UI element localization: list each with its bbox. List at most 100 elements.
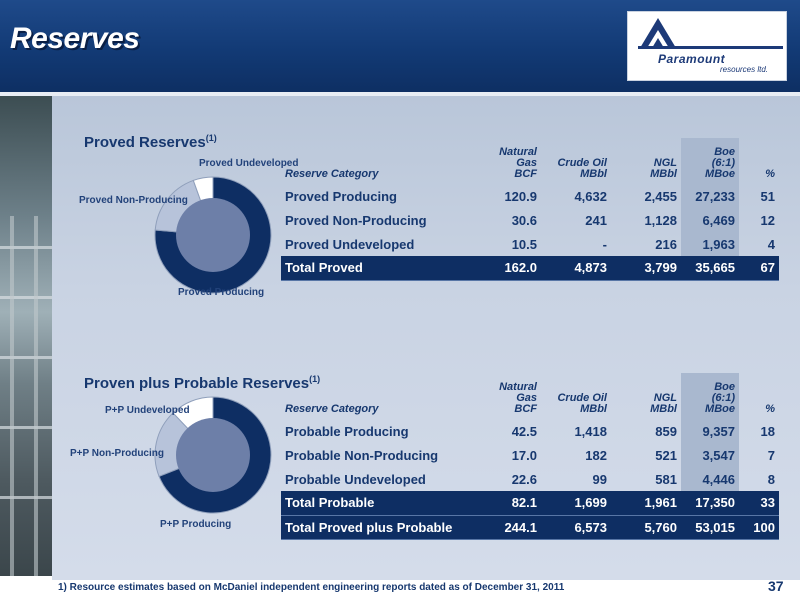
pp-section-title: Proven plus Probable Reserves(1) — [84, 374, 321, 392]
header-pct: % — [765, 168, 775, 180]
pie-label-proved-undeveloped: Proved Undeveloped — [199, 158, 299, 169]
header-category: Reserve Category — [285, 168, 379, 180]
proved-slice-proved-producing — [154, 176, 272, 294]
row-pct: 8 — [767, 471, 775, 487]
row-ngl: 2,455 — [644, 188, 677, 204]
row-gas: 120.9 — [504, 188, 537, 204]
table-row: Probable Undeveloped 22.6 99 581 4,446 8 — [281, 467, 779, 491]
pie-label-proved-producing: Proved Producing — [178, 287, 265, 298]
header-boe: Boe (6:1) MBoe — [681, 138, 739, 184]
row-oil: 1,418 — [574, 423, 607, 439]
table-row: Probable Non-Producing 17.0 182 521 3,54… — [281, 443, 779, 467]
row-pct: 4 — [767, 236, 775, 252]
row-pct: 7 — [767, 447, 775, 463]
row-oil: 182 — [585, 447, 607, 463]
facility-photo — [0, 96, 52, 576]
row-category: Probable Producing — [285, 423, 409, 439]
row-pct: 18 — [760, 423, 775, 439]
header-ngl: NGL MBbl — [650, 392, 677, 415]
total-oil: 6,573 — [541, 515, 611, 540]
table-row: Probable Producing 42.5 1,418 859 9,357 … — [281, 419, 779, 443]
row-pct: 51 — [760, 188, 775, 204]
total-pct: 100 — [739, 515, 779, 540]
header-gas: Natural Gas BCF — [499, 146, 537, 180]
row-gas: 10.5 — [511, 236, 537, 252]
row-category: Proved Producing — [285, 188, 397, 204]
paramount-mountain-icon — [638, 18, 783, 49]
slide-title: Reserves — [10, 22, 140, 55]
row-ngl: 1,128 — [644, 212, 677, 228]
page-number: 37 — [768, 578, 784, 594]
slide-header: Reserves Paramount resources ltd. — [0, 0, 800, 92]
row-category: Probable Non-Producing — [285, 447, 439, 463]
proved-donut-center — [176, 198, 250, 272]
row-oil: 241 — [585, 212, 607, 228]
table-row: Proved Producing 120.9 4,632 2,455 27,23… — [281, 184, 779, 208]
company-logo: Paramount resources ltd. — [627, 11, 787, 81]
header-rule — [0, 92, 800, 96]
row-category: Proved Non-Producing — [285, 212, 427, 228]
row-boe: 6,469 — [681, 208, 739, 232]
pie-label-pp-undeveloped: P+P Undeveloped — [105, 405, 190, 416]
total-pct: 67 — [739, 256, 779, 281]
header-category: Reserve Category — [285, 403, 379, 415]
header-boe: Boe (6:1) MBoe — [681, 373, 739, 419]
table-row: Proved Non-Producing 30.6 241 1,128 6,46… — [281, 208, 779, 232]
pie-label-pp-non-producing: P+P Non-Producing — [70, 448, 164, 459]
pp-donut-center — [176, 418, 250, 492]
total-row: Total Proved plus Probable 244.1 6,573 5… — [281, 515, 779, 540]
header-oil: Crude Oil MBbl — [557, 157, 607, 180]
proved-pie-chart — [154, 176, 272, 294]
footnote: 1) Resource estimates based on McDaniel … — [58, 582, 565, 593]
pp-pie-chart — [154, 396, 272, 514]
pie-label-proved-non-producing: Proved Non-Producing — [79, 195, 188, 206]
header-oil: Crude Oil MBbl — [557, 392, 607, 415]
table-header-row: Reserve Category Natural Gas BCF Crude Oil… — [281, 138, 779, 184]
total-gas: 82.1 — [471, 491, 541, 516]
total-pct: 33 — [739, 491, 779, 516]
total-row: Total Probable 82.1 1,699 1,961 17,350 3… — [281, 491, 779, 516]
total-boe: 35,665 — [681, 256, 739, 281]
proved-section-title: Proved Reserves(1) — [84, 133, 217, 151]
pp-reserves-table: Reserve Category Natural Gas BCF Crude Oil… — [281, 373, 779, 540]
row-ngl: 581 — [655, 471, 677, 487]
total-category: Total Proved plus Probable — [281, 515, 471, 540]
header-pct: % — [765, 403, 775, 415]
total-ngl: 3,799 — [611, 256, 681, 281]
row-oil: 99 — [592, 471, 607, 487]
row-gas: 30.6 — [511, 212, 537, 228]
total-gas: 162.0 — [471, 256, 541, 281]
row-pct: 12 — [760, 212, 775, 228]
row-boe: 27,233 — [681, 184, 739, 208]
total-oil: 4,873 — [541, 256, 611, 281]
row-gas: 17.0 — [511, 447, 537, 463]
header-gas: Natural Gas BCF — [499, 381, 537, 415]
total-gas: 244.1 — [471, 515, 541, 540]
logo-name: Paramount — [658, 52, 726, 66]
row-ngl: 521 — [655, 447, 677, 463]
row-ngl: 216 — [655, 236, 677, 252]
total-row: Total Proved 162.0 4,873 3,799 35,665 67 — [281, 256, 779, 281]
pie-label-pp-producing: P+P Producing — [160, 519, 232, 530]
total-category: Total Probable — [281, 491, 471, 516]
row-oil: 4,632 — [574, 188, 607, 204]
table-header-row: Reserve Category Natural Gas BCF Crude Oil… — [281, 373, 779, 419]
total-category: Total Proved — [281, 256, 471, 281]
proved-reserves-table: Reserve Category Natural Gas BCF Crude Oil… — [281, 138, 779, 281]
logo-subtitle: resources ltd. — [720, 65, 769, 74]
table-row: Proved Undeveloped 10.5 - 216 1,963 4 — [281, 232, 779, 256]
total-ngl: 1,961 — [611, 491, 681, 516]
total-boe: 53,015 — [681, 515, 739, 540]
row-boe: 4,446 — [681, 467, 739, 491]
row-boe: 1,963 — [681, 232, 739, 256]
row-boe: 9,357 — [681, 419, 739, 443]
row-boe: 3,547 — [681, 443, 739, 467]
row-oil: - — [602, 236, 607, 252]
row-category: Probable Undeveloped — [285, 471, 426, 487]
slide-footer — [0, 580, 800, 600]
row-gas: 22.6 — [511, 471, 537, 487]
row-ngl: 859 — [655, 423, 677, 439]
total-boe: 17,350 — [681, 491, 739, 516]
header-ngl: NGL MBbl — [650, 157, 677, 180]
row-category: Proved Undeveloped — [285, 236, 415, 252]
